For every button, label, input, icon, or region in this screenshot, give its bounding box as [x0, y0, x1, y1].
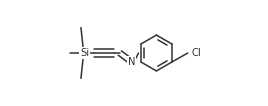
- Text: Cl: Cl: [192, 48, 201, 58]
- Text: Si: Si: [80, 48, 89, 58]
- Text: N: N: [128, 57, 136, 67]
